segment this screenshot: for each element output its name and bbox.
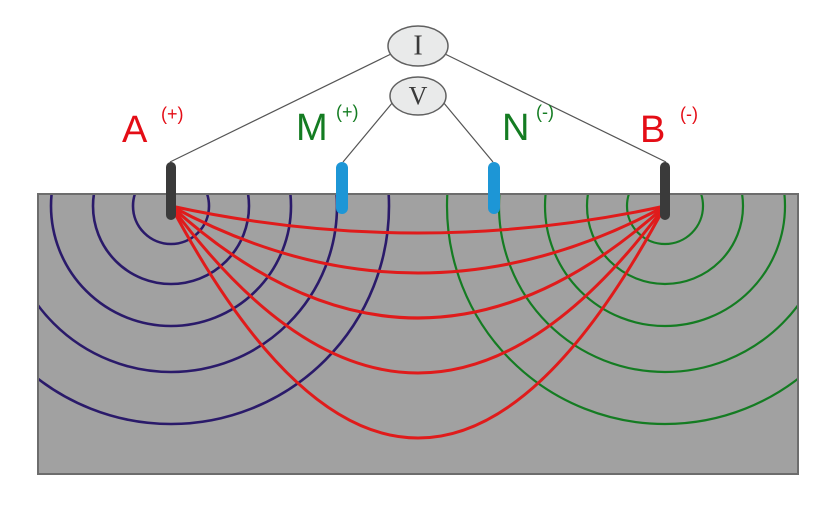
electrode-a-label: A <box>122 109 148 151</box>
electrode-a <box>166 162 176 220</box>
wire <box>445 54 666 162</box>
electrode-n-label: N <box>502 107 529 149</box>
ammeter-label: I <box>413 31 422 62</box>
electrode-b-label: B <box>640 109 665 151</box>
electrode-n <box>488 162 500 214</box>
electrode-m <box>336 162 348 214</box>
wire <box>443 102 493 162</box>
electrode-b-polarity: (-) <box>680 104 698 124</box>
voltmeter-label: V <box>409 82 428 111</box>
electrode-m-polarity: (+) <box>336 102 359 122</box>
electrode-b <box>660 162 670 220</box>
ground <box>38 194 798 474</box>
electrode-a-polarity: (+) <box>161 104 184 124</box>
electrode-n-polarity: (-) <box>536 102 554 122</box>
electrode-m-label: M <box>296 107 328 149</box>
